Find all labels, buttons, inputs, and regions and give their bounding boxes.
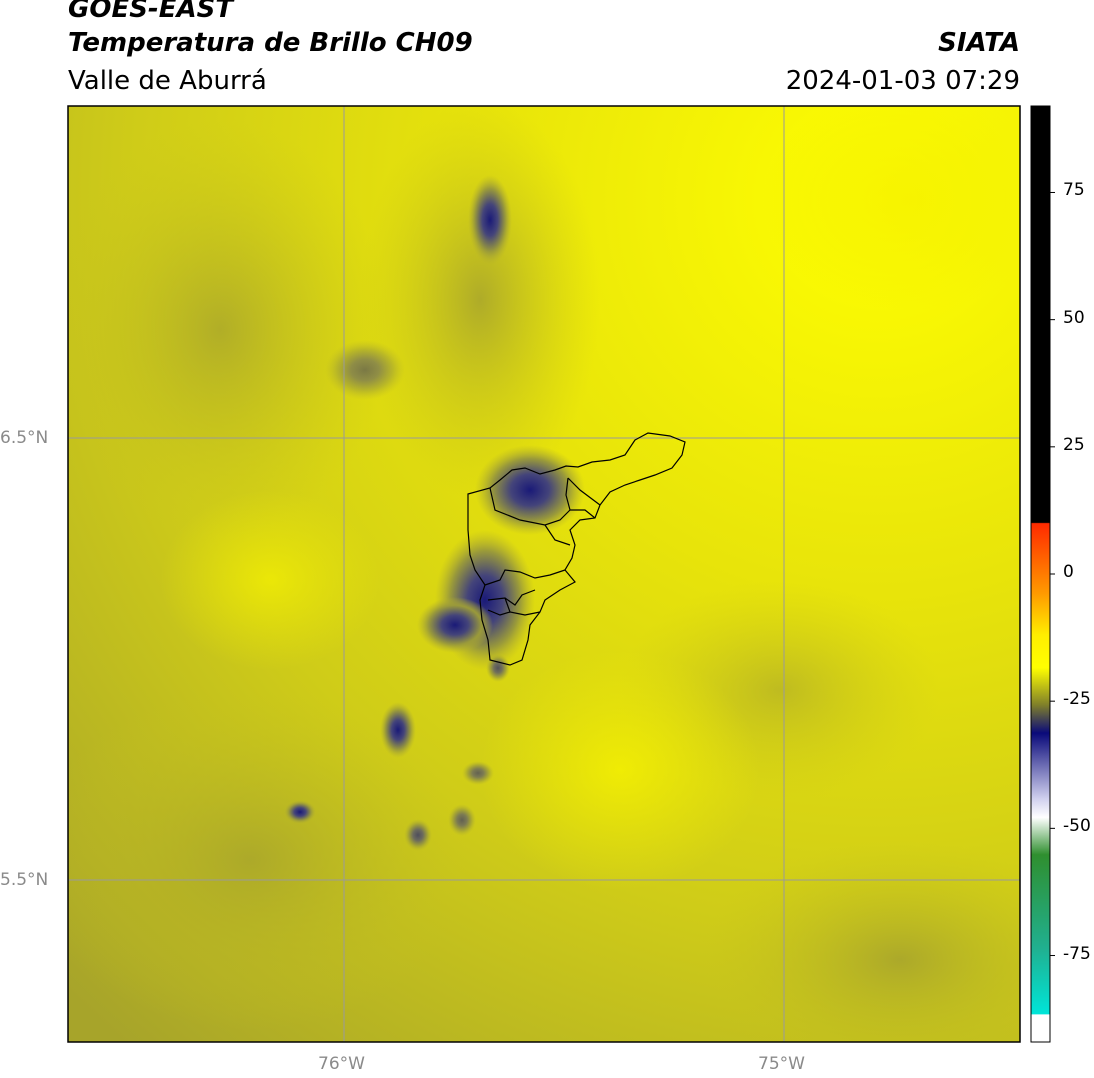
- lat-label-6-5n: 6.5°N: [0, 428, 49, 448]
- colorbar-tick-label: 25: [1063, 434, 1085, 455]
- brand-label: SIATA: [938, 28, 1020, 58]
- lon-label-75w: 75°W: [758, 1054, 805, 1074]
- colorbar-tick-label: 0: [1063, 562, 1074, 582]
- brightness-temperature-field: [68, 106, 1020, 1042]
- product-title: Temperatura de Brillo CH09: [68, 28, 473, 58]
- outline-sabaneta: [487, 609, 511, 616]
- aburra-valley-municipalities: [467, 432, 686, 666]
- outline-bello: [489, 477, 571, 526]
- outline-envigado: [504, 597, 541, 616]
- timestamp-label: 2024-01-03 07:29: [785, 66, 1020, 96]
- colorbar-tick-label: -25: [1063, 689, 1091, 710]
- outline-girardota: [570, 509, 596, 519]
- outline-barbosa: [567, 477, 601, 506]
- colorbar-ticks: [1050, 191, 1055, 957]
- colorbar-tick-label: 75: [1063, 180, 1085, 201]
- lon-label-76w: 76°W: [318, 1054, 365, 1074]
- map-frame: [67, 105, 1021, 1043]
- colorbar-tick-label: 50: [1063, 307, 1085, 328]
- colorbar-tick-label: -50: [1063, 816, 1091, 837]
- colorbar: [1030, 105, 1051, 1043]
- region-subtitle: Valle de Aburrá: [68, 66, 267, 96]
- outline-north: [467, 432, 686, 666]
- colorbar-tick-label: -75: [1063, 943, 1091, 964]
- outline-copacabana: [544, 524, 571, 546]
- outline-itagui: [487, 589, 536, 606]
- lat-label-5-5n: 5.5°N: [0, 870, 49, 890]
- graticule: [68, 106, 1020, 1042]
- outline-medellin: [484, 569, 566, 586]
- satellite-title: GOES-EAST: [68, 0, 234, 24]
